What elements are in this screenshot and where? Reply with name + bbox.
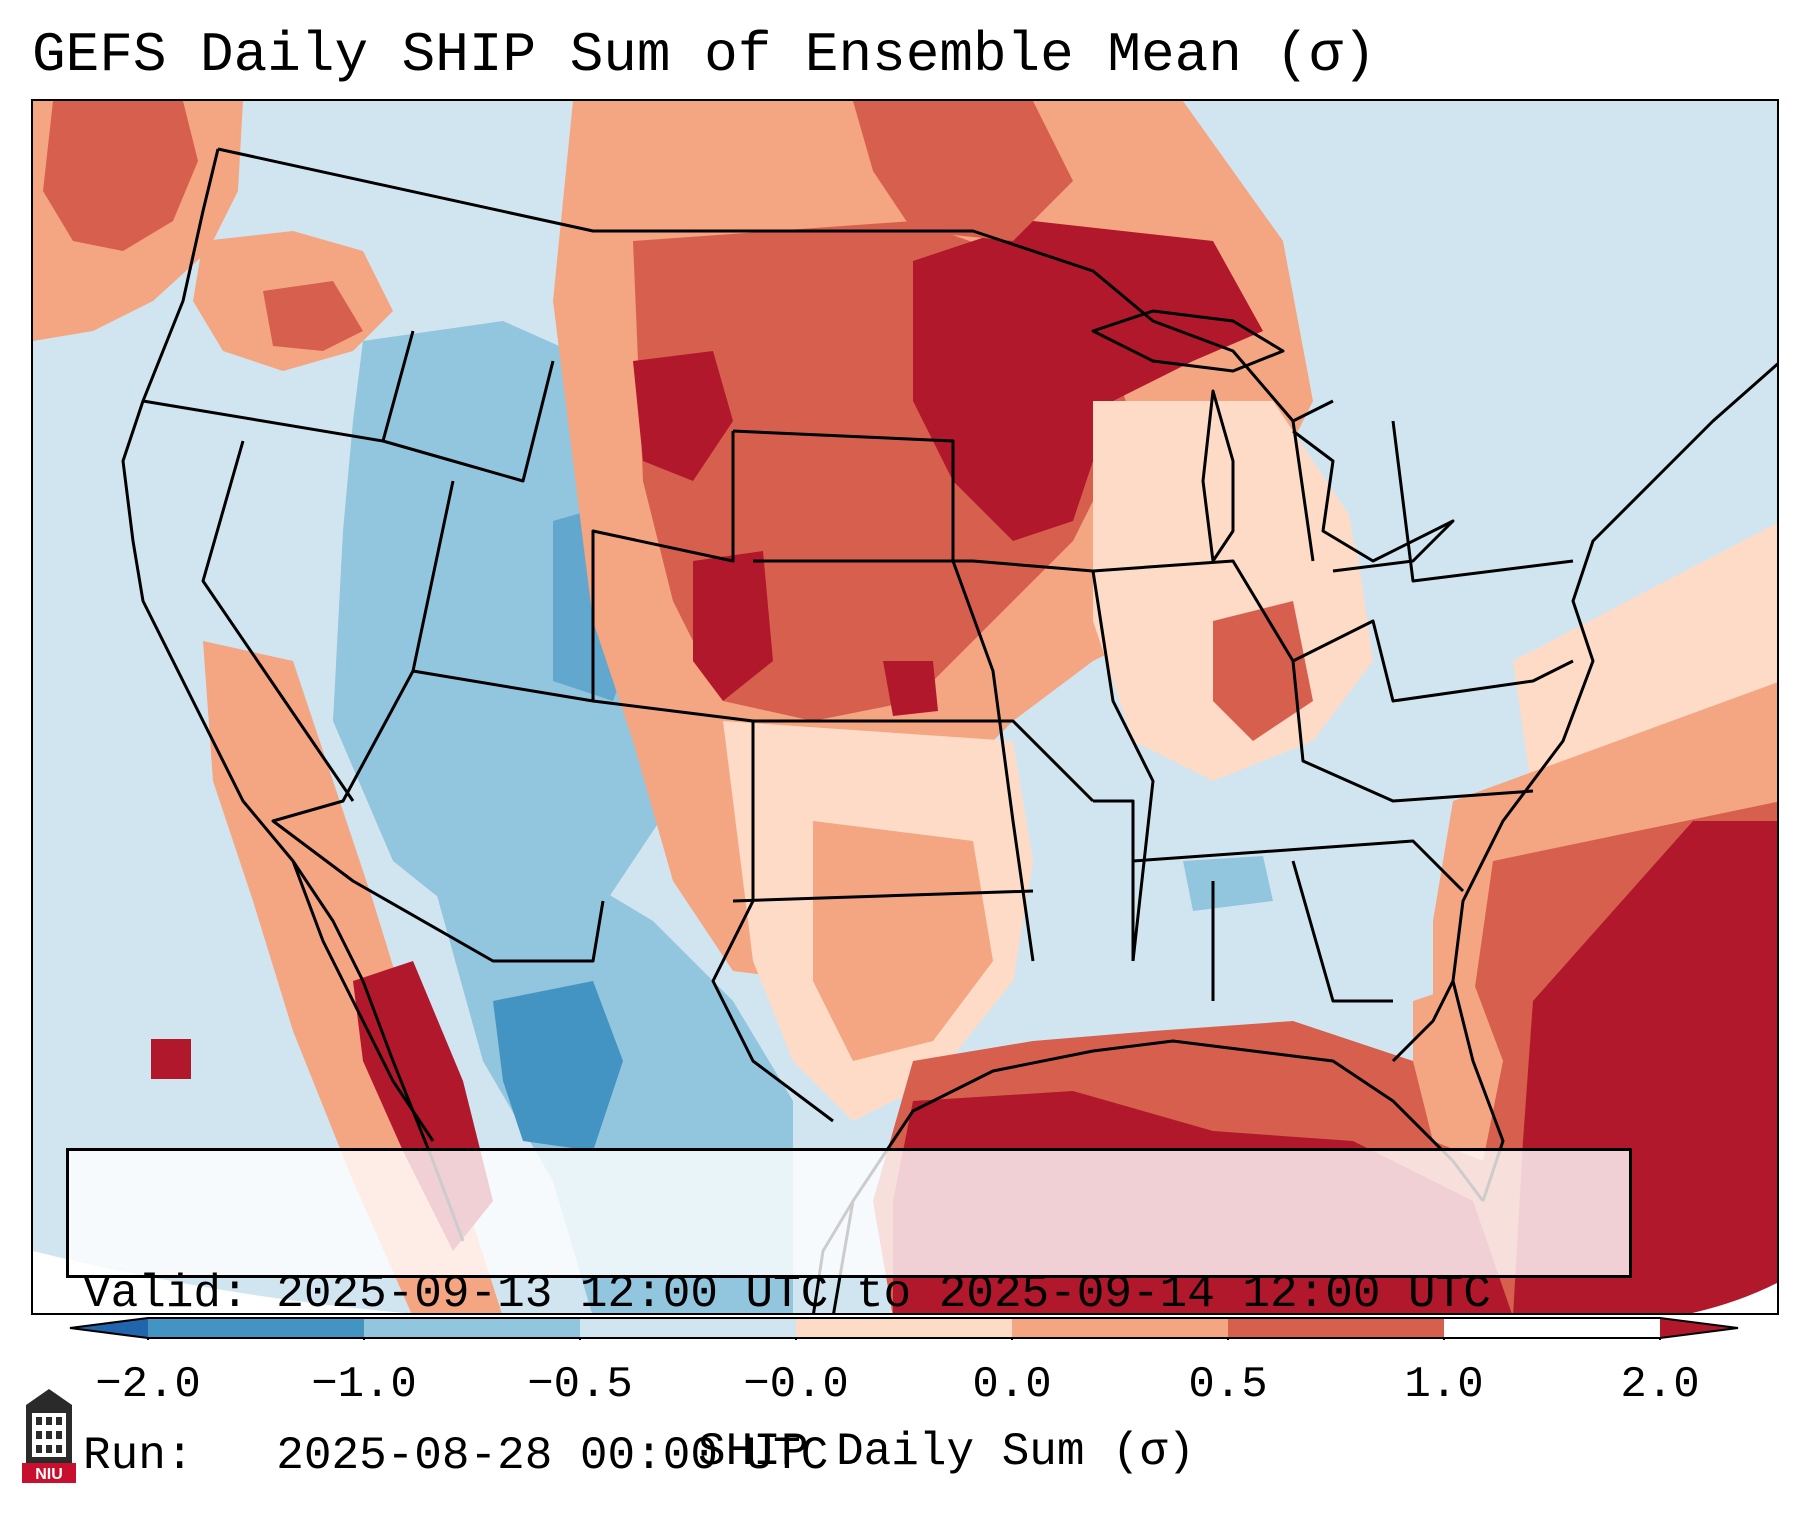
niu-logo: NIU [22, 1389, 76, 1483]
colorbar-outline [69, 1317, 1739, 1339]
state-line-5 [412, 431, 735, 703]
colorbar-tick-3: −0.0 [743, 1360, 849, 1410]
colorbar-tick-4: 0.0 [972, 1360, 1052, 1410]
colorbar-tick-5: 0.5 [1188, 1360, 1268, 1410]
run-value: 2025-08-28 00:00 UTC [276, 1430, 829, 1482]
gulf-coast [832, 1039, 1485, 1313]
lake-superior [1091, 309, 1285, 373]
east-coast [1451, 362, 1777, 982]
us-canada-border [217, 147, 1334, 423]
state-line-8 [753, 719, 1095, 803]
anomaly-region-nw-pacific-core [43, 101, 198, 251]
chart-title: GEFS Daily SHIP Sum of Ensemble Mean (σ) [32, 23, 1377, 87]
anomaly-map [33, 101, 1777, 1313]
anomaly-region-indiana [1213, 601, 1313, 741]
state-line-15 [732, 889, 1034, 903]
baja-coast [291, 860, 435, 1142]
run-label: Run: [83, 1430, 194, 1482]
state-line-10 [1092, 559, 1574, 703]
anomaly-region-texas-mid [813, 821, 993, 1061]
anomaly-region-pacific-dot [151, 1039, 191, 1079]
valid-value: 2025-09-13 12:00 UTC to 2025-09-14 12:00… [276, 1268, 1491, 1320]
state-line-11 [1132, 839, 1465, 893]
colorbar-tick-1: −1.0 [311, 1360, 417, 1410]
state-line-9 [753, 559, 1155, 962]
projection-edge [33, 1251, 405, 1313]
anomaly-region-nebraska-max [693, 551, 773, 701]
anomaly-region-southeast-neg [1103, 781, 1453, 961]
colorbar-tick-7: 2.0 [1620, 1360, 1700, 1410]
valid-line: Valid: 2025-09-13 12:00 UTC to 2025-09-1… [83, 1267, 1629, 1321]
logo-text: NIU [35, 1466, 63, 1483]
west-coast [121, 148, 465, 1242]
colorbar-label: SHIP Daily Sum (σ) [698, 1426, 1195, 1478]
colorbar-tick-0: −2.0 [95, 1360, 201, 1410]
run-line: Run: 2025-08-28 00:00 UTC [83, 1429, 1629, 1483]
anomaly-region-canada-max [853, 101, 1073, 241]
state-line-12 [1211, 860, 1393, 1003]
anomaly-region-montana-max [633, 351, 733, 481]
anomaly-region-chihuahua-core [493, 981, 623, 1151]
boundary-lines [121, 147, 1777, 1313]
state-line-4 [271, 480, 605, 963]
valid-run-info-box: Valid: 2025-09-13 12:00 UTC to 2025-09-1… [66, 1148, 1632, 1482]
map-panel [31, 99, 1779, 1315]
lake-michigan [1201, 389, 1235, 563]
state-line-13 [1291, 420, 1574, 583]
colorbar-bin-7 [1660, 1318, 1738, 1338]
colorbar-bin-1 [148, 1318, 364, 1338]
anomaly-region-minnesota-max [913, 221, 1263, 541]
state-line-7 [732, 429, 1035, 962]
anomaly-region-washington [263, 281, 363, 351]
colorbar-bin-0 [70, 1318, 148, 1338]
colorbar-bin-3 [580, 1318, 796, 1338]
lake-erie-huron [1292, 429, 1455, 573]
state-line-6 [592, 699, 834, 1123]
state-line-3 [382, 360, 555, 483]
state-line-2 [201, 440, 355, 802]
colorbar-bin-4 [796, 1318, 1012, 1338]
state-line-16 [1291, 660, 1534, 803]
colorbar-tick-2: −0.5 [527, 1360, 633, 1410]
state-line-14 [1093, 799, 1135, 961]
anomaly-region-northeast-neg [1313, 161, 1777, 701]
colorbar-bin-6 [1228, 1318, 1444, 1338]
anomaly-region-alabama-core [1183, 856, 1273, 911]
anomaly-region-kansas-max [883, 661, 938, 716]
anomaly-region-florida [1413, 981, 1503, 1161]
colorbar [69, 1317, 1739, 1340]
colorbar-bin-5 [1012, 1318, 1228, 1338]
valid-label: Valid: [83, 1268, 249, 1320]
colorbar-tick-6: 1.0 [1404, 1360, 1484, 1410]
colorbar-bin-2 [364, 1318, 580, 1338]
projection-edge-right [1692, 1283, 1777, 1313]
